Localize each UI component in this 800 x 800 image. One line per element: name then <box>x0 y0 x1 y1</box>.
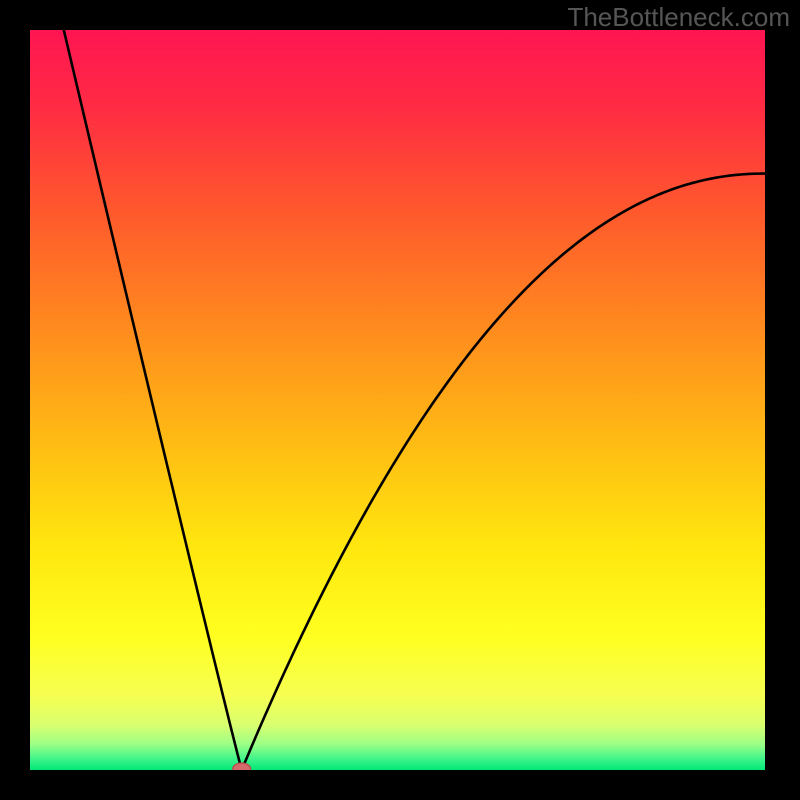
watermark-text: TheBottleneck.com <box>567 2 790 33</box>
plot-area <box>30 30 765 770</box>
bottleneck-curve <box>64 30 765 770</box>
stage: TheBottleneck.com <box>0 0 800 800</box>
optimum-marker <box>233 763 251 770</box>
curve-layer <box>30 30 765 770</box>
